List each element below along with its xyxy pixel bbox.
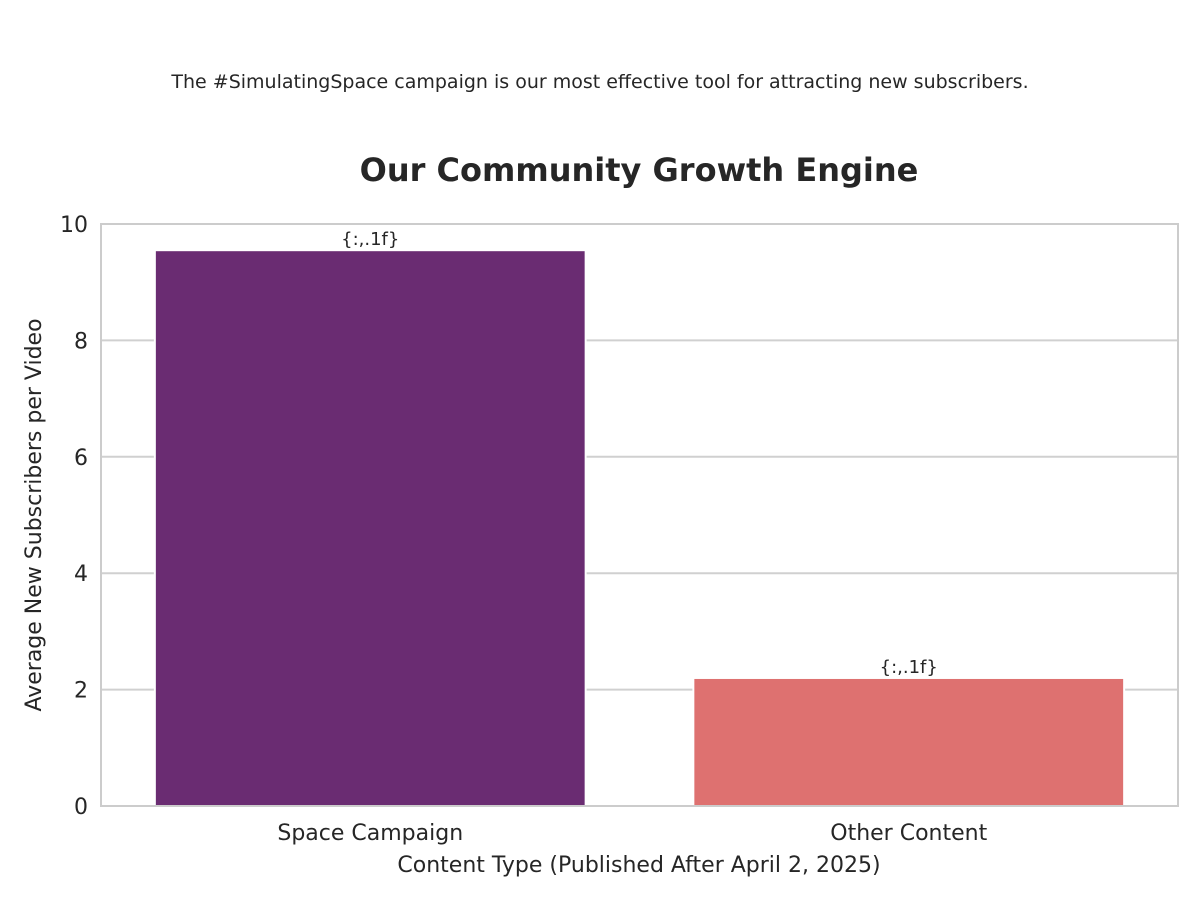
- chart-title: Our Community Growth Engine: [360, 151, 919, 189]
- bar-value-label: {:,.1f}: [341, 229, 399, 250]
- plot-frame: [100, 223, 1179, 807]
- chart-subtitle: The #SimulatingSpace campaign is our mos…: [170, 71, 1028, 93]
- y-tick-label: 2: [74, 679, 88, 704]
- bar: [692, 676, 1126, 808]
- y-tick-label: 0: [74, 795, 88, 820]
- bar-value-labels: {:,.1f} {:,.1f}: [341, 229, 938, 678]
- y-tick-label: 10: [60, 213, 88, 238]
- bar-value-label: {:,.1f}: [880, 657, 938, 678]
- x-axis-label: Content Type (Published After April 2, 2…: [397, 853, 880, 878]
- y-tick-label: 6: [74, 446, 88, 471]
- bars: [153, 249, 1126, 808]
- x-axis-ticks: Space Campaign Other Content: [277, 821, 987, 846]
- y-tick-label: 8: [74, 329, 88, 354]
- x-tick-label: Space Campaign: [277, 821, 463, 846]
- bar: [153, 249, 587, 807]
- y-axis-ticks: 0 2 4 6 8 10: [60, 213, 88, 820]
- x-tick-label: Other Content: [830, 821, 987, 846]
- y-axis-label: Average New Subscribers per Video: [22, 318, 47, 711]
- y-tick-label: 4: [74, 562, 88, 587]
